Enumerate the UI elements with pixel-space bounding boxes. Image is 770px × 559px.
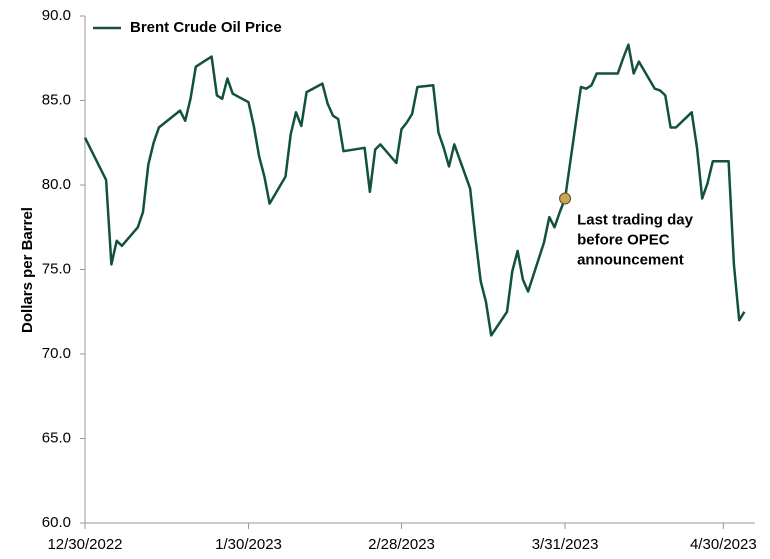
y-tick-label: 90.0: [42, 7, 71, 24]
highlight-marker: [559, 192, 572, 205]
y-axis-label: Dollars per Barrel: [19, 207, 36, 333]
x-tick-label: 4/30/2023: [690, 536, 757, 553]
x-tick-label: 3/31/2023: [532, 536, 599, 553]
y-tick-label: 85.0: [42, 91, 71, 108]
data-line: [83, 43, 746, 337]
y-tick-label: 75.0: [42, 260, 71, 277]
y-tick-label: 60.0: [42, 514, 71, 531]
annotation: Last trading day: [577, 211, 694, 228]
y-tick-label: 70.0: [42, 345, 71, 362]
legend-label: Brent Crude Oil Price: [130, 19, 282, 36]
annotation: announcement: [577, 251, 684, 268]
annotation: before OPEC: [577, 231, 670, 248]
x-tick-label: 12/30/2022: [47, 536, 122, 553]
y-tick-label: 80.0: [42, 176, 71, 193]
x-tick-label: 1/30/2023: [215, 536, 282, 553]
y-tick-label: 65.0: [42, 429, 71, 446]
x-tick-label: 2/28/2023: [368, 536, 435, 553]
